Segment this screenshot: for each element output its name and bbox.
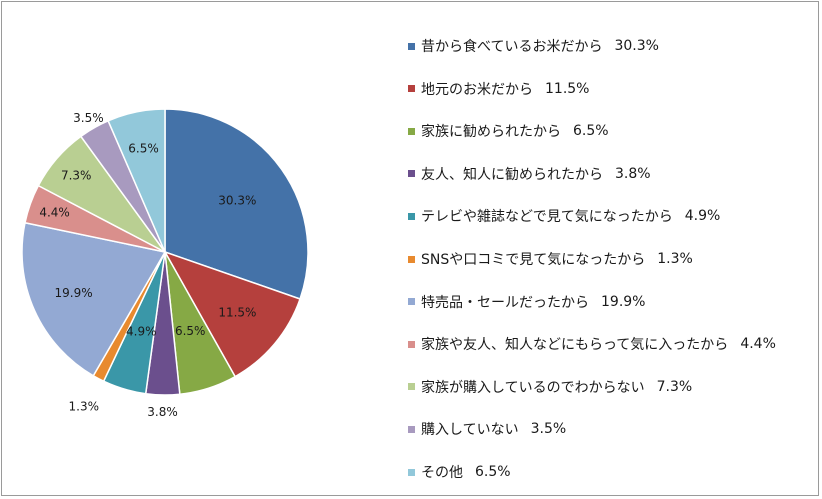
legend-value: 4.9% <box>684 208 721 225</box>
pie-data-label-1: 30.3% <box>218 194 256 208</box>
pie-data-label-11: 6.5% <box>128 141 159 155</box>
legend-item-3: 家族に勧められたから 6.5% <box>408 121 609 141</box>
legend-label: 家族が購入しているのでわからない <box>421 379 645 396</box>
pie-slice-7 <box>21 221 167 377</box>
legend-value: 6.5% <box>573 123 609 140</box>
legend-item-10: 購入していない 3.5% <box>408 419 566 439</box>
legend-swatch <box>408 425 415 433</box>
pie-slice-11 <box>107 108 166 253</box>
legend-item-8: 家族や友人、知人などにもらって気に入ったから 4.4% <box>408 334 776 354</box>
pie-data-label-9: 7.3% <box>61 168 92 182</box>
legend-label: 地元のお米だから <box>421 81 533 98</box>
legend-label: SNSや口コミで見て気になったから <box>421 252 646 268</box>
legend-value: 1.3% <box>657 251 693 267</box>
pie-slice-1 <box>164 108 309 300</box>
pie-data-label-3: 6.5% <box>175 324 206 338</box>
legend-value: 4.4% <box>740 336 776 353</box>
legend-swatch <box>408 340 415 348</box>
legend-item-2: 地元のお米だから 11.5% <box>408 79 589 99</box>
legend-item-9: 家族が購入しているのでわからない 7.3% <box>408 377 692 397</box>
legend-item-7: 特売品・セールだったから 19.9% <box>408 292 645 312</box>
legend-item-5: テレビや雑誌などで見て気になったから 4.9% <box>408 206 720 226</box>
legend-label: 購入していない <box>421 422 519 439</box>
legend-value: 3.5% <box>530 421 567 438</box>
legend-swatch <box>408 42 415 50</box>
legend-swatch <box>408 383 415 391</box>
pie-data-labels: 30.3% 11.5% 6.5% 3.8% 4.9% 1.3% 19.9% 4.4% 7.3% 3… <box>39 111 256 419</box>
legend-swatch <box>408 298 415 306</box>
legend-value: 6.5% <box>475 464 511 480</box>
legend-value: 7.3% <box>656 378 693 395</box>
pie-data-label-4: 3.8% <box>147 405 178 419</box>
legend-label: その他 <box>421 465 463 481</box>
legend-swatch <box>408 468 415 476</box>
pie-data-label-7: 19.9% <box>55 286 93 300</box>
pie-data-label-6: 1.3% <box>69 399 100 413</box>
pie-data-label-8: 4.4% <box>39 205 70 219</box>
legend: 昔から食べているお米だから 30.3% 地元のお米だから 11.5% 家族に勧められたか… <box>408 36 813 486</box>
legend-swatch <box>408 212 415 220</box>
legend-swatch <box>408 85 415 93</box>
legend-label: 友人、知人に勧められたから <box>421 166 603 183</box>
legend-swatch <box>408 255 415 263</box>
legend-value: 3.8% <box>615 165 651 182</box>
legend-value: 11.5% <box>545 80 590 97</box>
legend-item-11: その他 6.5% <box>408 462 511 482</box>
legend-value: 30.3% <box>614 38 659 54</box>
legend-swatch <box>408 127 415 135</box>
legend-value: 19.9% <box>601 293 646 310</box>
legend-item-6: SNSや口コミで見て気になったから 1.3% <box>408 249 693 269</box>
pie-data-label-5: 4.9% <box>126 325 157 339</box>
legend-label: 家族に勧められたから <box>421 124 561 141</box>
legend-item-4: 友人、知人に勧められたから 3.8% <box>408 164 651 184</box>
pie-data-label-2: 11.5% <box>218 306 256 320</box>
pie-slice-2 <box>163 250 302 378</box>
legend-item-1: 昔から食べているお米だから 30.3% <box>408 36 659 56</box>
pie-slices <box>21 108 309 396</box>
legend-label: テレビや雑誌などで見て気になったから <box>421 209 673 226</box>
pie-data-label-10: 3.5% <box>73 111 104 125</box>
legend-label: 特売品・セールだったから <box>421 294 589 311</box>
legend-label: 家族や友人、知人などにもらって気に入ったから <box>421 337 729 354</box>
legend-swatch <box>408 170 415 178</box>
legend-label: 昔から食べているお米だから <box>421 39 603 55</box>
